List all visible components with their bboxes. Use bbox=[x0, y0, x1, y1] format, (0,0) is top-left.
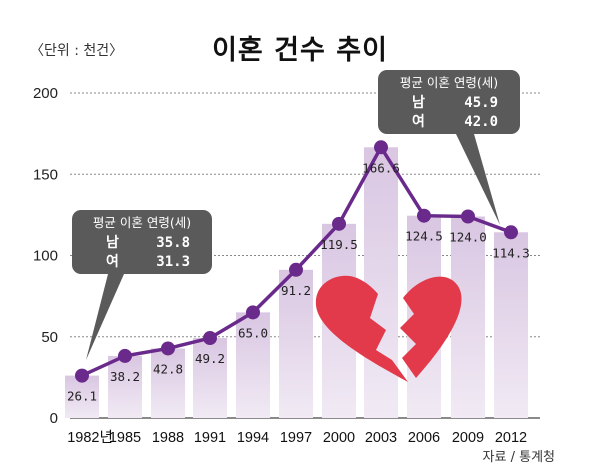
x-tick-label: 2006 bbox=[408, 430, 440, 446]
data-point bbox=[203, 331, 217, 346]
data-point bbox=[289, 262, 303, 277]
broken-heart-right bbox=[400, 276, 462, 378]
callout-row-value: 35.8 bbox=[156, 235, 190, 251]
data-point bbox=[75, 368, 89, 383]
y-tick-label: 0 bbox=[50, 410, 58, 427]
x-tick-label: 1982년 bbox=[67, 429, 113, 446]
unit-label: 〈단위 : 천건〉 bbox=[30, 43, 124, 59]
bar bbox=[151, 348, 185, 418]
bar bbox=[236, 312, 270, 418]
callout-row-label: 남 bbox=[412, 94, 425, 111]
callout-tail bbox=[86, 274, 124, 360]
callout-row-label: 여 bbox=[106, 253, 119, 270]
value-label: 49.2 bbox=[195, 351, 225, 366]
value-label: 91.2 bbox=[281, 283, 311, 298]
x-tick-label: 2012 bbox=[495, 430, 527, 446]
value-labels: 26.1 38.2 42.8 49.2 65.0 91.2 119.5 166.6 124.5 1… bbox=[67, 160, 530, 403]
data-point bbox=[246, 305, 260, 320]
data-point bbox=[118, 348, 132, 363]
callout-row-value: 42.0 bbox=[464, 114, 498, 130]
value-label: 42.8 bbox=[153, 361, 183, 376]
x-tick-label: 1991 bbox=[194, 430, 226, 446]
callout-row-value: 45.9 bbox=[464, 95, 498, 111]
callout-box: 평균 이혼 연령(세) 남 35.8 여 31.3 bbox=[72, 210, 212, 360]
x-tick-label: 1988 bbox=[152, 430, 184, 446]
bar bbox=[364, 147, 398, 418]
callout-heading: 평균 이혼 연령(세) bbox=[93, 215, 191, 230]
bar bbox=[108, 355, 142, 418]
value-label: 166.6 bbox=[362, 160, 400, 175]
callout-box: 평균 이혼 연령(세) 남 45.9 여 42.0 bbox=[378, 70, 520, 225]
data-point bbox=[332, 216, 346, 231]
bar bbox=[193, 338, 227, 418]
callout-tail bbox=[456, 134, 500, 225]
value-label: 26.1 bbox=[67, 389, 97, 404]
x-tick-label: 1994 bbox=[237, 430, 269, 446]
value-label: 65.0 bbox=[238, 325, 268, 340]
y-tick-label: 100 bbox=[33, 248, 58, 265]
x-tick-label: 2009 bbox=[452, 430, 484, 446]
y-tick-label: 50 bbox=[41, 329, 58, 346]
data-point bbox=[161, 341, 175, 356]
callout-row-label: 남 bbox=[106, 234, 119, 251]
callout-bg bbox=[378, 70, 520, 134]
x-tick-label: 1985 bbox=[109, 430, 141, 446]
data-point bbox=[461, 209, 475, 224]
y-axis-ticks: 0 50 100 150 200 bbox=[33, 85, 58, 427]
data-point bbox=[417, 208, 431, 223]
callouts: 평균 이혼 연령(세) 남 35.8 여 31.3 평균 이혼 연령(세) 남 45.9 여 42… bbox=[72, 70, 520, 360]
x-tick-label: 2000 bbox=[323, 430, 355, 446]
x-tick-label: 2003 bbox=[365, 430, 397, 446]
value-label: 124.0 bbox=[449, 230, 487, 245]
callout-row-value: 31.3 bbox=[156, 254, 190, 270]
y-tick-label: 150 bbox=[33, 166, 58, 183]
y-tick-label: 200 bbox=[33, 85, 58, 102]
value-label: 124.5 bbox=[405, 229, 443, 244]
value-label: 119.5 bbox=[320, 237, 358, 252]
source-note: 자료 / 통계청 bbox=[482, 450, 555, 465]
callout-row-label: 여 bbox=[412, 113, 425, 130]
chart-title: 이혼 건수 추이 bbox=[212, 35, 388, 66]
bar bbox=[494, 232, 528, 418]
value-label: 114.3 bbox=[492, 245, 530, 260]
trend-line bbox=[75, 140, 518, 383]
x-tick-label: 1997 bbox=[280, 430, 312, 446]
broken-heart-left bbox=[315, 275, 408, 382]
data-point bbox=[504, 225, 518, 240]
bar bbox=[279, 269, 313, 418]
callout-heading: 평균 이혼 연령(세) bbox=[400, 75, 498, 90]
callout-bg bbox=[72, 210, 212, 274]
data-point bbox=[374, 140, 388, 155]
value-label: 38.2 bbox=[110, 369, 140, 384]
bar bbox=[65, 375, 99, 418]
broken-heart-icon bbox=[315, 275, 462, 382]
